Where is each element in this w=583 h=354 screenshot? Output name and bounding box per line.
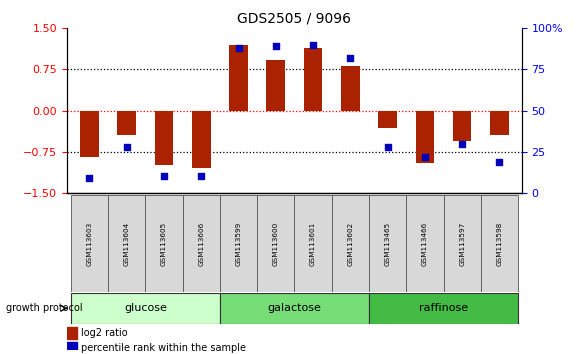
Bar [416,111,434,163]
Bar [369,195,406,292]
Bar [117,111,136,135]
Title: GDS2505 / 9096: GDS2505 / 9096 [237,12,352,26]
Text: GSM113605: GSM113605 [161,221,167,266]
Bar [71,293,220,324]
Text: GSM113465: GSM113465 [385,221,391,266]
Bar [145,195,182,292]
Text: galactose: galactose [268,303,321,313]
Bar [304,47,322,111]
Text: GSM113599: GSM113599 [236,221,241,266]
Point [458,141,467,147]
Point [346,55,355,61]
Bar [378,111,397,128]
Bar [266,60,285,111]
Text: GSM113603: GSM113603 [86,221,93,266]
Point [85,175,94,181]
Point [308,42,318,48]
Text: GSM113604: GSM113604 [124,221,129,266]
Point [495,159,504,165]
Text: GSM113602: GSM113602 [347,221,353,266]
Point [420,154,430,160]
Bar [220,195,257,292]
Text: GSM113466: GSM113466 [422,221,428,266]
Bar [108,195,145,292]
Point [271,44,280,49]
Bar [294,195,332,292]
Bar [229,45,248,111]
Bar [406,195,444,292]
Bar [67,327,77,338]
Bar [481,195,518,292]
Point [196,173,206,179]
Bar [80,111,99,157]
Point [159,173,168,179]
Bar [257,195,294,292]
Bar [220,293,369,324]
Bar [182,195,220,292]
Bar [341,65,360,111]
Text: log2 ratio: log2 ratio [80,328,127,338]
Text: percentile rank within the sample: percentile rank within the sample [80,343,245,353]
Point [122,144,131,150]
Bar [71,195,108,292]
Bar [192,111,210,168]
Text: GSM113601: GSM113601 [310,221,316,266]
Point [234,45,243,51]
Bar [369,293,518,324]
Text: GSM113600: GSM113600 [273,221,279,266]
Bar [453,111,472,141]
Text: GSM113597: GSM113597 [459,221,465,266]
Point [383,144,392,150]
Bar [332,195,369,292]
Bar [444,195,481,292]
Bar [154,111,173,166]
Text: GSM113606: GSM113606 [198,221,204,266]
Text: growth protocol: growth protocol [6,303,82,313]
Text: raffinose: raffinose [419,303,468,313]
Bar [490,111,509,135]
Text: GSM113598: GSM113598 [496,221,503,266]
Bar [67,342,77,353]
Text: glucose: glucose [124,303,167,313]
